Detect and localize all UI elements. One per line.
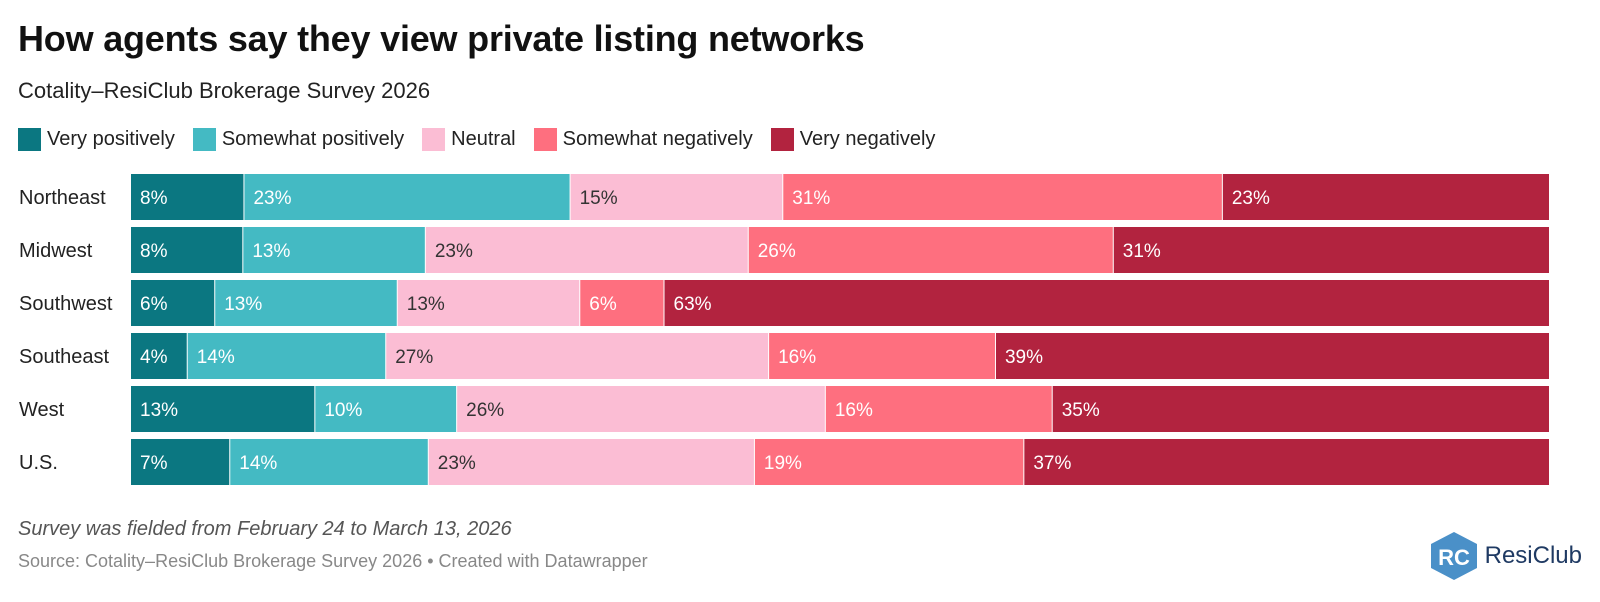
data-label-southeast-neutral: 27% <box>395 347 433 368</box>
bar-segment-west-somewhat-negatively <box>825 386 1052 432</box>
data-label-west-neutral: 26% <box>466 400 504 421</box>
bar-segment-u-s-somewhat-negatively <box>754 439 1024 485</box>
data-label-northeast-somewhat-positively: 23% <box>253 188 291 209</box>
resiclub-logo: RC ResiClub <box>1429 530 1582 582</box>
bar-segment-west-very-negatively <box>1052 386 1549 432</box>
category-label-u-s: U.S. <box>19 452 58 474</box>
bar-segment-u-s-very-negatively <box>1024 439 1549 485</box>
bar-segment-southeast-neutral <box>386 333 769 379</box>
data-label-west-somewhat-negatively: 16% <box>835 400 873 421</box>
bar-segment-northeast-very-negatively <box>1222 174 1549 220</box>
bar-segment-u-s-very-positively <box>131 439 230 485</box>
bar-segment-midwest-very-negatively <box>1113 227 1549 273</box>
logo-hexagon <box>1430 532 1477 580</box>
footer-source: Source: Cotality–ResiClub Brokerage Surv… <box>18 551 648 571</box>
data-label-west-somewhat-positively: 10% <box>324 400 362 421</box>
bar-segment-u-s-neutral <box>428 439 754 485</box>
legend-label: Very negatively <box>799 127 936 150</box>
category-label-southeast: Southeast <box>19 346 110 368</box>
data-label-west-very-positively: 13% <box>140 400 178 421</box>
data-label-southeast-somewhat-positively: 14% <box>197 347 235 368</box>
data-label-u-s-neutral: 23% <box>438 453 476 474</box>
bar-segment-northeast-somewhat-positively <box>244 174 570 220</box>
chart-subtitle: Cotality–ResiClub Brokerage Survey 2026 <box>18 78 431 103</box>
bar-segment-southeast-very-positively <box>131 333 187 379</box>
bar-segment-northeast-very-positively <box>131 174 244 220</box>
data-label-southwest-somewhat-positively: 13% <box>224 294 262 315</box>
logo-text: ResiClub <box>1484 542 1582 569</box>
bar-segment-southwest-very-negatively <box>664 280 1549 326</box>
bar-segment-northeast-somewhat-negatively <box>783 174 1222 220</box>
category-label-northeast: Northeast <box>19 187 106 209</box>
data-label-u-s-very-negatively: 37% <box>1033 453 1071 474</box>
data-label-u-s-somewhat-negatively: 19% <box>764 453 802 474</box>
legend-swatch-very-positively <box>18 127 41 151</box>
footer-note: Survey was fielded from February 24 to M… <box>18 518 512 540</box>
legend: Very positively Somewhat positively Neut… <box>18 126 935 152</box>
legend-swatch-neutral <box>422 127 446 151</box>
data-label-midwest-somewhat-negatively: 26% <box>758 241 796 262</box>
data-label-southeast-very-positively: 4% <box>140 347 168 368</box>
bar-segment-midwest-somewhat-positively <box>243 227 425 273</box>
category-label-southwest: Southwest <box>19 293 113 315</box>
data-label-southwest-very-negatively: 63% <box>674 294 712 315</box>
bar-segment-u-s-somewhat-positively <box>230 439 428 485</box>
data-label-u-s-very-positively: 7% <box>140 453 168 474</box>
bar-segment-southeast-somewhat-negatively <box>769 333 995 379</box>
data-label-southwest-somewhat-negatively: 6% <box>589 294 617 315</box>
bar-segment-southeast-very-negatively <box>995 333 1549 379</box>
data-label-northeast-very-negatively: 23% <box>1232 188 1270 209</box>
legend-item-very-positively: Very positively <box>18 127 175 151</box>
data-label-southwest-neutral: 13% <box>407 294 445 315</box>
data-label-midwest-neutral: 23% <box>435 241 473 262</box>
legend-label: Somewhat positively <box>221 127 405 150</box>
bar-segment-west-neutral <box>457 386 825 432</box>
legend-swatch-very-negatively <box>770 127 794 151</box>
data-label-midwest-somewhat-positively: 13% <box>252 241 290 262</box>
data-label-northeast-neutral: 15% <box>580 188 618 209</box>
bar-segment-southwest-somewhat-negatively <box>580 280 664 326</box>
category-label-midwest: Midwest <box>19 240 93 262</box>
legend-item-very-negatively: Very negatively <box>770 127 936 151</box>
legend-swatch-somewhat-positively <box>192 127 216 151</box>
chart-title: How agents say they view private listing… <box>18 18 865 59</box>
bar-segment-midwest-very-positively <box>131 227 243 273</box>
legend-item-neutral: Neutral <box>422 127 516 151</box>
bar-segment-southwest-somewhat-positively <box>215 280 397 326</box>
logo-letters: RC <box>1438 545 1470 570</box>
legend-label: Somewhat negatively <box>562 127 753 150</box>
data-label-southeast-very-negatively: 39% <box>1005 347 1043 368</box>
bar-segment-northeast-neutral <box>570 174 783 220</box>
data-label-midwest-very-positively: 8% <box>140 241 168 262</box>
bar-segment-midwest-somewhat-negatively <box>748 227 1113 273</box>
bar-segment-southwest-neutral <box>397 280 580 326</box>
data-label-u-s-somewhat-positively: 14% <box>239 453 277 474</box>
bar-segment-midwest-neutral <box>425 227 748 273</box>
legend-swatch-somewhat-negatively <box>533 127 557 151</box>
data-label-northeast-somewhat-negatively: 31% <box>792 188 830 209</box>
data-label-northeast-very-positively: 8% <box>140 188 168 209</box>
data-label-southeast-somewhat-negatively: 16% <box>778 347 816 368</box>
resiclub-logo-mark: RC <box>1430 532 1477 580</box>
bar-segment-southwest-very-positively <box>131 280 215 326</box>
data-label-west-very-negatively: 35% <box>1062 400 1100 421</box>
legend-item-somewhat-positively: Somewhat positively <box>192 127 405 151</box>
legend-label: Very positively <box>47 127 175 150</box>
data-label-midwest-very-negatively: 31% <box>1123 241 1161 262</box>
bar-segment-west-very-positively <box>131 386 315 432</box>
legend-item-somewhat-negatively: Somewhat negatively <box>533 127 753 151</box>
data-label-southwest-very-positively: 6% <box>140 294 168 315</box>
category-label-west: West <box>19 399 65 421</box>
bar-segment-southeast-somewhat-positively <box>187 333 386 379</box>
legend-label: Neutral <box>451 127 516 150</box>
bar-segment-west-somewhat-positively <box>315 386 457 432</box>
